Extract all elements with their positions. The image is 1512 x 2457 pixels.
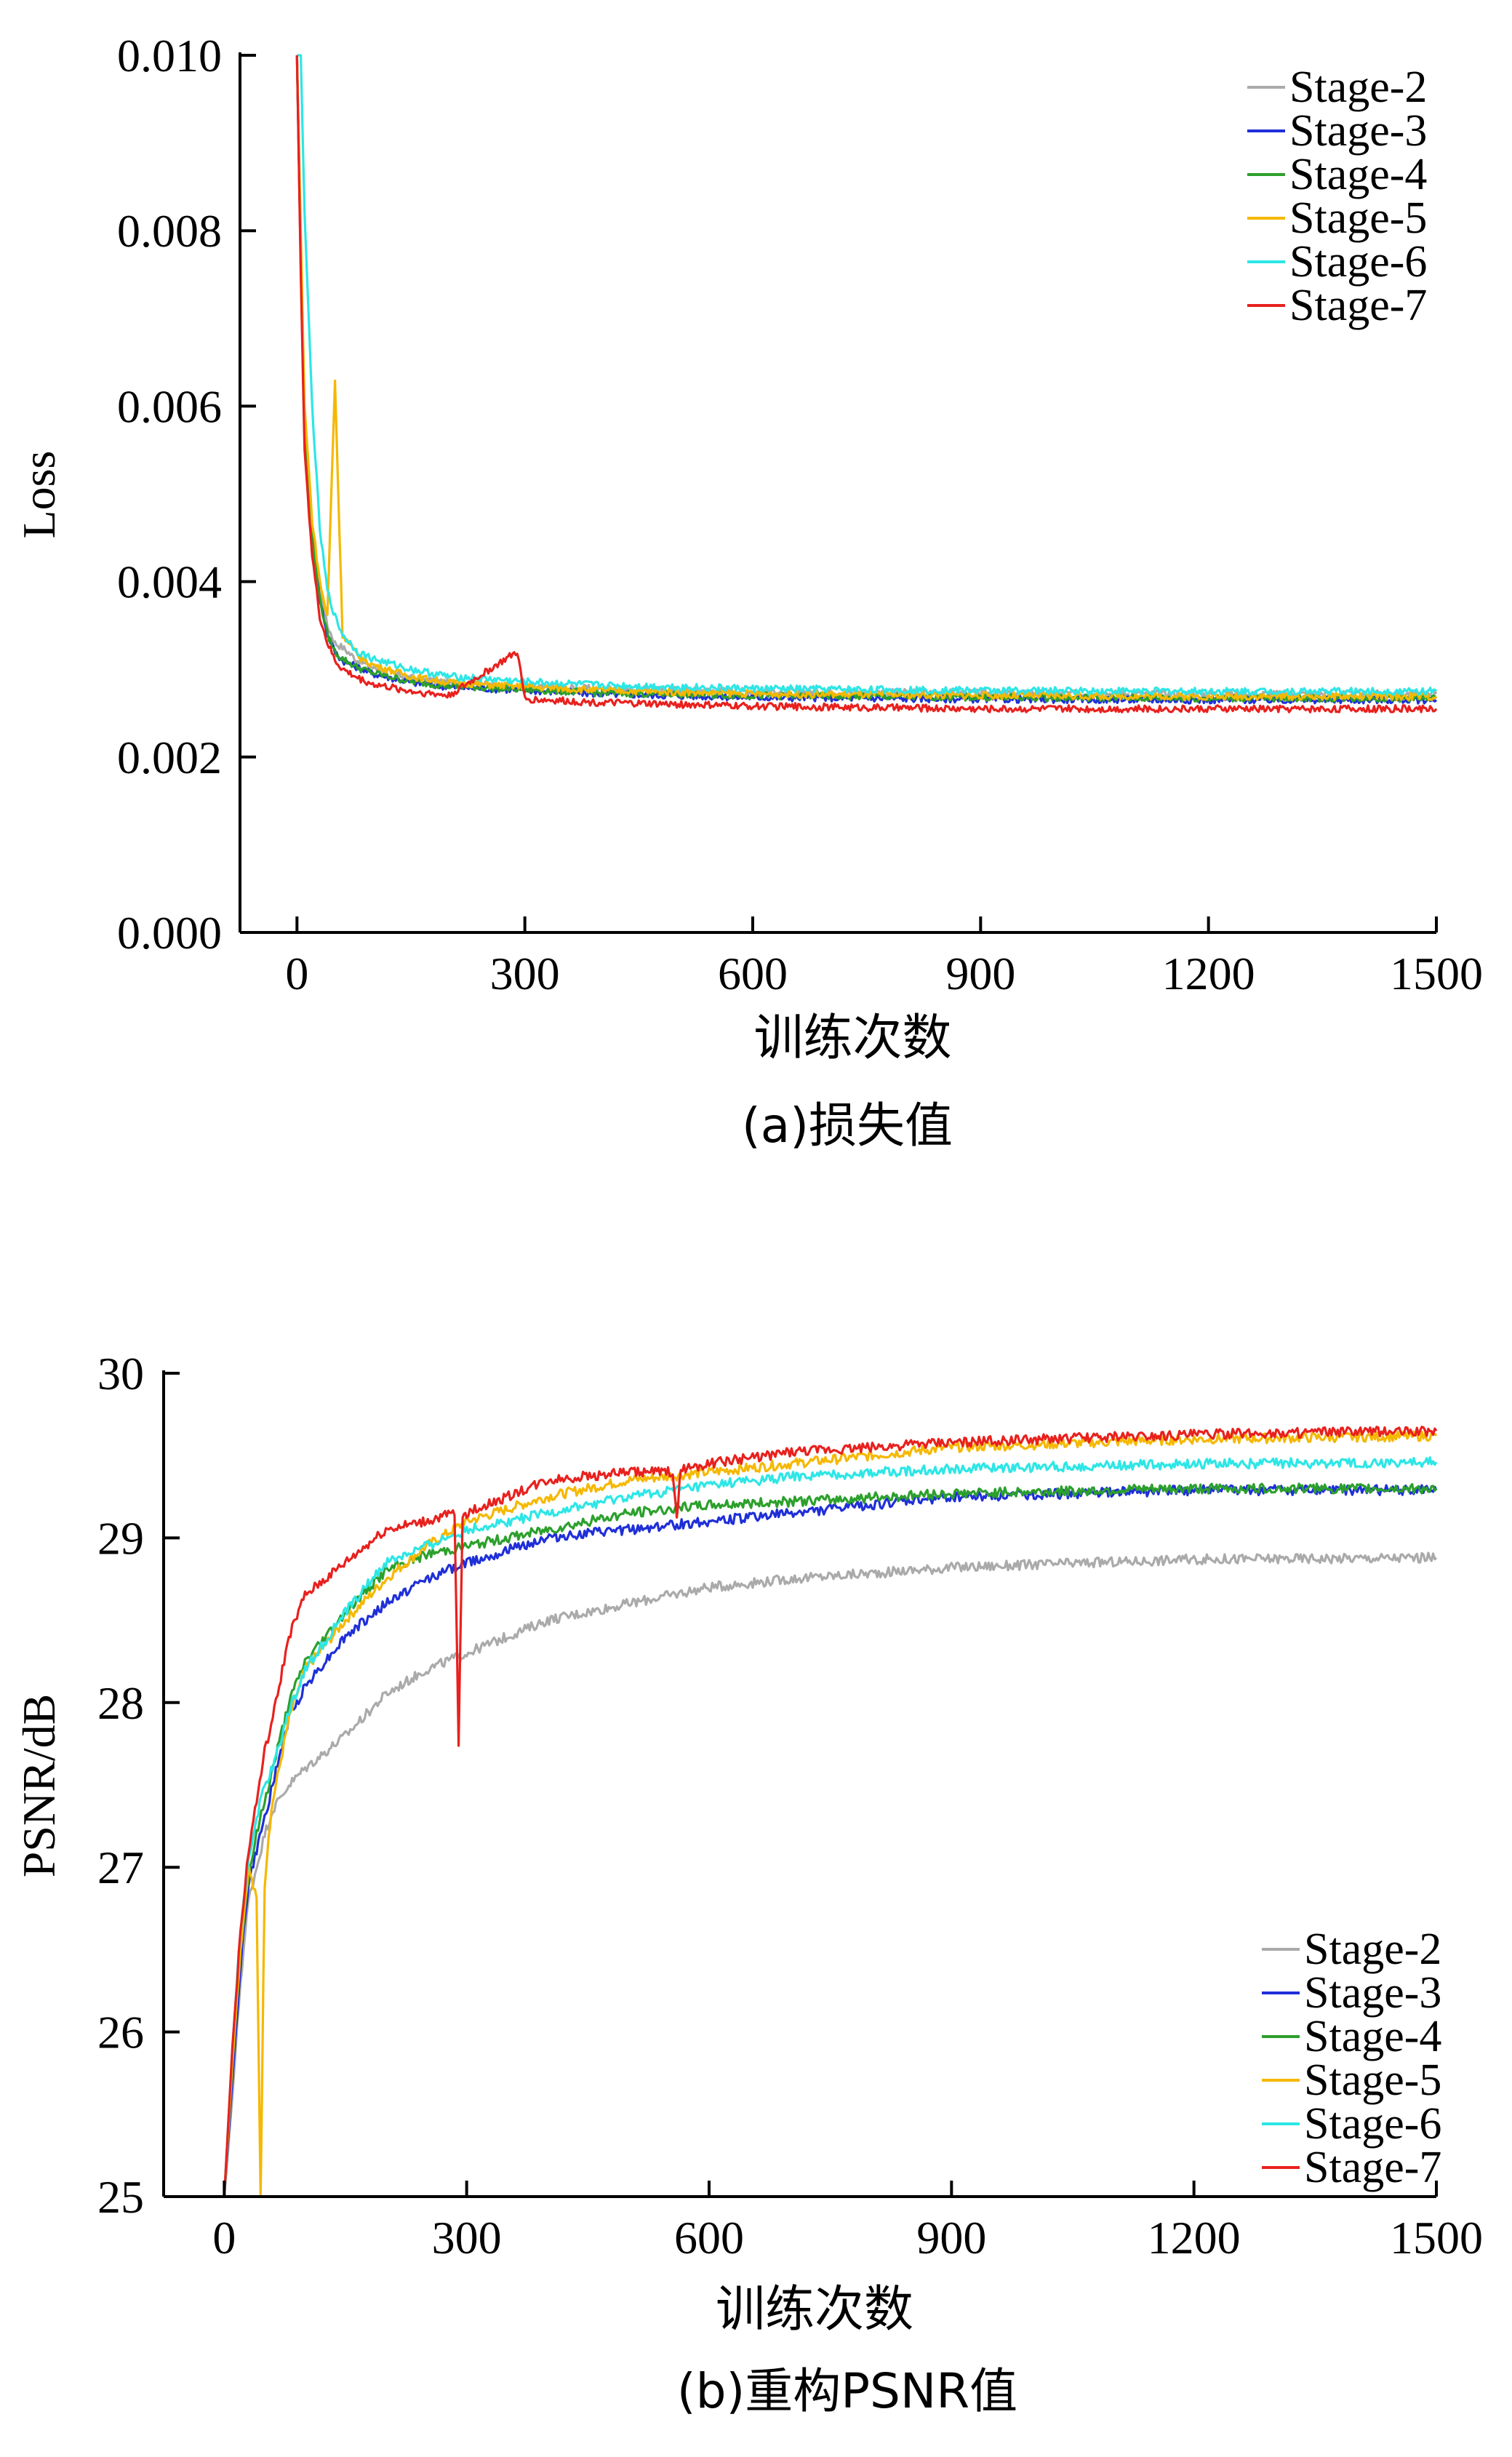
x-axis-title: 训练次数 [753,1010,951,1067]
x-tick-label: 1500 [1390,2212,1483,2264]
legend-label: Stage-6 [1304,2099,1441,2149]
series-line-stage-6 [223,1456,1438,2197]
series-line-stage-2 [295,55,1438,699]
y-tick-label: 29 [97,1512,144,1564]
series-line-stage-7 [295,55,1438,714]
x-tick-label: 0 [212,2212,236,2264]
y-tick-label: 0.010 [117,30,222,81]
legend-label: Stage-2 [1304,1925,1441,1974]
y-tick-label: 0.004 [117,556,222,608]
legend-label: Stage-5 [1289,193,1427,243]
y-tick-label: 0.000 [117,907,222,959]
legend-label: Stage-7 [1289,281,1427,330]
y-tick-label: 0.002 [117,732,222,783]
legend-label: Stage-2 [1289,63,1427,112]
x-tick-label: 600 [674,2212,744,2264]
x-tick-label: 1200 [1148,2212,1241,2264]
y-tick-label: 25 [97,2171,144,2223]
y-tick-label: 27 [97,1842,144,1893]
y-axis-title: PSNR/dB [13,1694,65,1878]
chart-panel-psnr: 0 300 600 900 1200 1500 25 26 27 28 29 30 训练次数 PSNR/d… [0,1222,1512,2457]
x-tick-label: 900 [916,2212,986,2264]
figure-caption: (b)重构PSNR值 [677,2363,1017,2419]
y-tick-label: 30 [97,1348,144,1399]
series-line-stage-7 [223,1426,1438,2197]
series-line-stage-5 [295,55,1438,701]
x-tick-label: 1500 [1390,948,1483,999]
legend-label: Stage-4 [1304,2012,1441,2061]
legend-label: Stage-3 [1304,1968,1441,2018]
y-tick-label: 0.006 [117,380,222,432]
legend-label: Stage-5 [1304,2056,1441,2105]
y-tick-label: 0.008 [117,205,222,257]
x-tick-label: 600 [718,948,788,999]
series-line-stage-4 [295,55,1438,703]
x-tick-label: 1200 [1162,948,1255,999]
y-tick-label: 28 [97,1677,144,1729]
series-line-stage-6 [297,54,1438,696]
legend-label: Stage-7 [1304,2143,1441,2192]
x-axis-title: 训练次数 [716,2281,913,2338]
x-tick-label: 0 [285,948,308,999]
x-tick-label: 300 [432,2212,502,2264]
x-tick-label: 300 [490,948,560,999]
psnr-chart-svg: 0 300 600 900 1200 1500 25 26 27 28 29 30 训练次数 PSNR/d… [13,1348,1483,2419]
x-tick-label: 900 [945,948,1015,999]
legend-label: Stage-4 [1289,150,1427,199]
series-line-stage-4 [223,1482,1438,2197]
loss-chart-svg: 0 300 600 900 1200 1500 0.000 0.002 0.004 0.006 0.… [13,30,1483,1154]
series-line-stage-3 [223,1484,1438,2197]
legend-label: Stage-3 [1289,106,1427,156]
y-tick-label: 26 [97,2007,144,2058]
y-axis-title: Loss [13,451,65,539]
series-line-stage-3 [295,55,1438,705]
chart-panel-loss: 0 300 600 900 1200 1500 0.000 0.002 0.004 0.006 0.… [0,0,1512,1222]
legend-label: Stage-6 [1289,237,1427,287]
figure-caption: (a)损失值 [742,1098,953,1154]
series-line-stage-2 [223,1551,1438,2197]
series-line-stage-5 [223,1430,1438,2198]
